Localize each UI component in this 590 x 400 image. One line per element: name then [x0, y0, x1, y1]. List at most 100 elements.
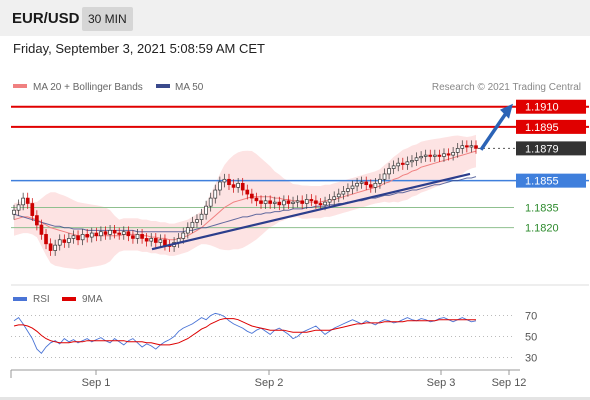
candle-body — [135, 234, 140, 239]
rsi-ma-line — [13, 318, 476, 346]
candle-body — [85, 234, 90, 238]
candle-body — [62, 239, 67, 243]
forecast-arrow-shaft — [479, 110, 509, 151]
candle-body — [437, 154, 442, 157]
candle-body — [222, 178, 227, 183]
level-tag-1.1879: 1.1879 — [525, 143, 559, 155]
candle-body — [364, 181, 369, 186]
candle-body — [414, 157, 419, 161]
candle-body — [423, 154, 428, 157]
level-label-1.1835: 1.1835 — [525, 203, 559, 215]
candle-body — [158, 239, 163, 243]
candle-body — [323, 201, 327, 206]
candle-body — [53, 244, 58, 251]
candle-body — [80, 234, 85, 241]
candle-body — [327, 199, 332, 203]
rsi-line — [13, 312, 477, 354]
candle-body — [108, 230, 112, 235]
ma20-legend-swatch — [13, 84, 27, 88]
candle-body — [263, 200, 268, 204]
candle-body — [268, 200, 272, 204]
level-tag-bg-1.1879 — [516, 141, 586, 156]
candle-body — [250, 193, 254, 199]
interval-button[interactable]: 30 MIN — [82, 7, 133, 31]
candle-body — [318, 203, 323, 206]
x-tick-label-sep-1: Sep 1 — [82, 377, 111, 389]
candle-body — [48, 243, 53, 251]
candle-body — [432, 154, 437, 157]
x-axis-labels: Sep 1 Sep 2 Sep 3 Sep 12 — [82, 370, 527, 389]
bollinger-bands — [14, 134, 476, 270]
level-label-1.1820: 1.1820 — [525, 223, 559, 235]
candle-body — [112, 230, 117, 234]
credit-text: Research © 2021 Trading Central — [432, 82, 581, 93]
candle-body — [181, 232, 186, 239]
candle-body — [295, 200, 300, 203]
candle-body — [378, 178, 382, 184]
candle-body — [382, 173, 387, 180]
rsi-tick-30: 30 — [525, 353, 537, 365]
level-tag-bg-1.1910 — [516, 99, 586, 114]
candle-body — [76, 235, 80, 241]
candle-body — [57, 239, 62, 246]
candle-body — [314, 200, 318, 204]
candle-body — [149, 238, 154, 242]
candle-body — [190, 221, 195, 229]
rsi-legend-swatch — [13, 297, 27, 301]
candle-body — [163, 239, 167, 246]
candle-body — [396, 162, 401, 167]
candle-body — [350, 185, 355, 190]
candle-body — [67, 238, 71, 243]
candle-body — [131, 235, 135, 239]
ma50-legend-label: MA 50 — [175, 82, 204, 93]
bollinger-band-area — [14, 134, 476, 270]
candle-body — [71, 235, 76, 239]
candle-body — [391, 165, 396, 169]
candle-body — [405, 161, 410, 165]
candle-body — [469, 145, 474, 148]
candle-body — [195, 219, 199, 223]
candle-body — [208, 197, 213, 207]
rsi-tick-70: 70 — [525, 311, 537, 323]
candle-body — [355, 182, 359, 187]
x-tick-label-sep-12: Sep 12 — [492, 377, 527, 389]
candle-body — [236, 182, 240, 188]
candle-body — [94, 232, 99, 237]
ma50-line — [13, 176, 477, 233]
candle-body — [291, 201, 295, 204]
candle-body — [259, 200, 263, 204]
candle-body — [442, 153, 446, 157]
candle-body — [286, 200, 291, 204]
candle-body — [117, 232, 122, 235]
candle-body — [25, 197, 30, 204]
candle-body — [300, 200, 305, 204]
candle-body — [213, 189, 218, 199]
candle-body — [35, 215, 39, 226]
rsi-tick-50: 50 — [525, 332, 537, 344]
candle-body — [428, 154, 433, 157]
candle-body — [359, 181, 364, 184]
bottom-border — [0, 397, 590, 400]
candle-body — [282, 200, 286, 206]
candle-body — [12, 209, 16, 215]
candle-body — [474, 145, 478, 149]
candle-body — [451, 152, 455, 156]
candle-body — [419, 156, 423, 159]
candle-body — [153, 238, 158, 243]
candle-body — [465, 145, 469, 148]
level-tag-1.1910: 1.1910 — [525, 102, 559, 114]
candle-body — [121, 231, 126, 235]
candle-body — [185, 227, 190, 234]
trend-overlay — [151, 103, 513, 251]
candle-body — [140, 234, 144, 239]
candle-body — [218, 181, 222, 191]
candle-body — [304, 199, 309, 204]
trend-line — [151, 172, 471, 251]
candle-body — [227, 178, 231, 186]
candle-body — [387, 168, 391, 175]
level-tag-bg-1.1855 — [516, 173, 586, 188]
candle-body — [332, 196, 337, 200]
price-levels: 1.1910 1.1895 1.1879 1.1855 1.1835 1.1820 — [11, 99, 589, 235]
candle-body — [44, 234, 48, 245]
candle-body — [204, 205, 208, 215]
